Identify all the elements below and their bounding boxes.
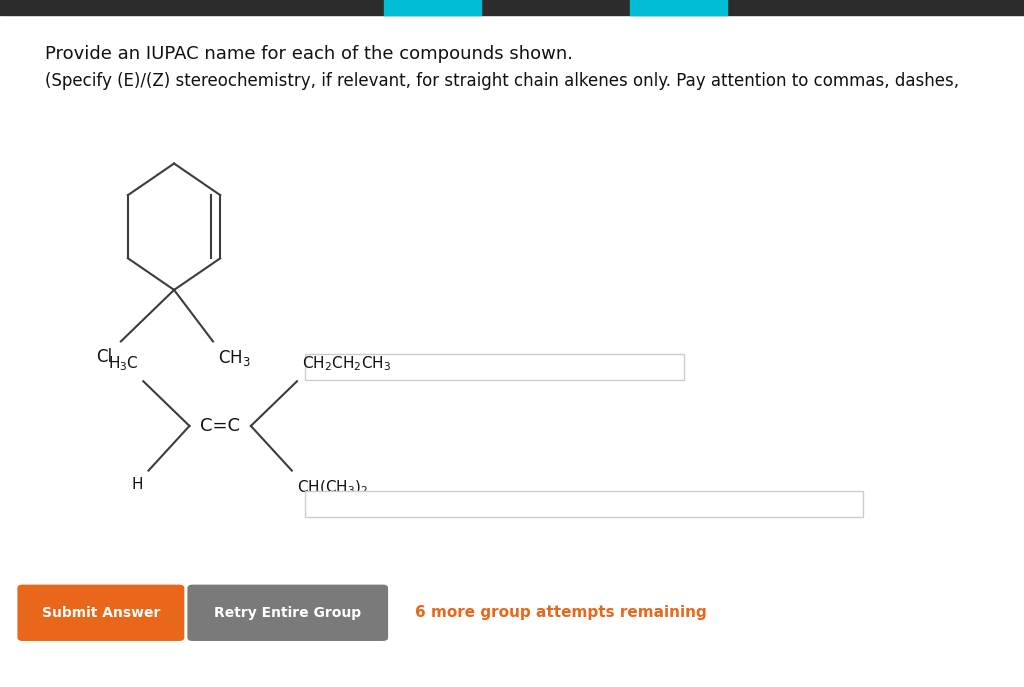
Text: Retry Entire Group: Retry Entire Group — [214, 606, 361, 620]
Text: Provide an IUPAC name for each of the compounds shown.: Provide an IUPAC name for each of the co… — [45, 45, 573, 63]
Text: H: H — [132, 477, 143, 493]
Bar — [384, 0, 481, 15]
Text: Submit Answer: Submit Answer — [42, 606, 160, 620]
Text: Cl: Cl — [96, 348, 113, 366]
FancyBboxPatch shape — [17, 585, 184, 641]
Text: $\mathregular{CH(CH_3)_2}$: $\mathregular{CH(CH_3)_2}$ — [297, 479, 369, 497]
Text: C=C: C=C — [200, 417, 241, 435]
FancyBboxPatch shape — [305, 491, 863, 517]
FancyBboxPatch shape — [305, 354, 684, 380]
Text: $\mathregular{CH_2CH_2CH_3}$: $\mathregular{CH_2CH_2CH_3}$ — [302, 354, 391, 373]
Text: (Specify (E)/(Z) stereochemistry, if relevant, for straight chain alkenes only. : (Specify (E)/(Z) stereochemistry, if rel… — [45, 72, 959, 90]
Text: $\mathregular{H_3C}$: $\mathregular{H_3C}$ — [108, 354, 138, 373]
FancyBboxPatch shape — [187, 585, 388, 641]
Text: $\mathregular{CH_3}$: $\mathregular{CH_3}$ — [218, 348, 251, 368]
Bar — [630, 0, 727, 15]
Text: 6 more group attempts remaining: 6 more group attempts remaining — [415, 605, 707, 620]
Bar — [0, 0, 1024, 15]
